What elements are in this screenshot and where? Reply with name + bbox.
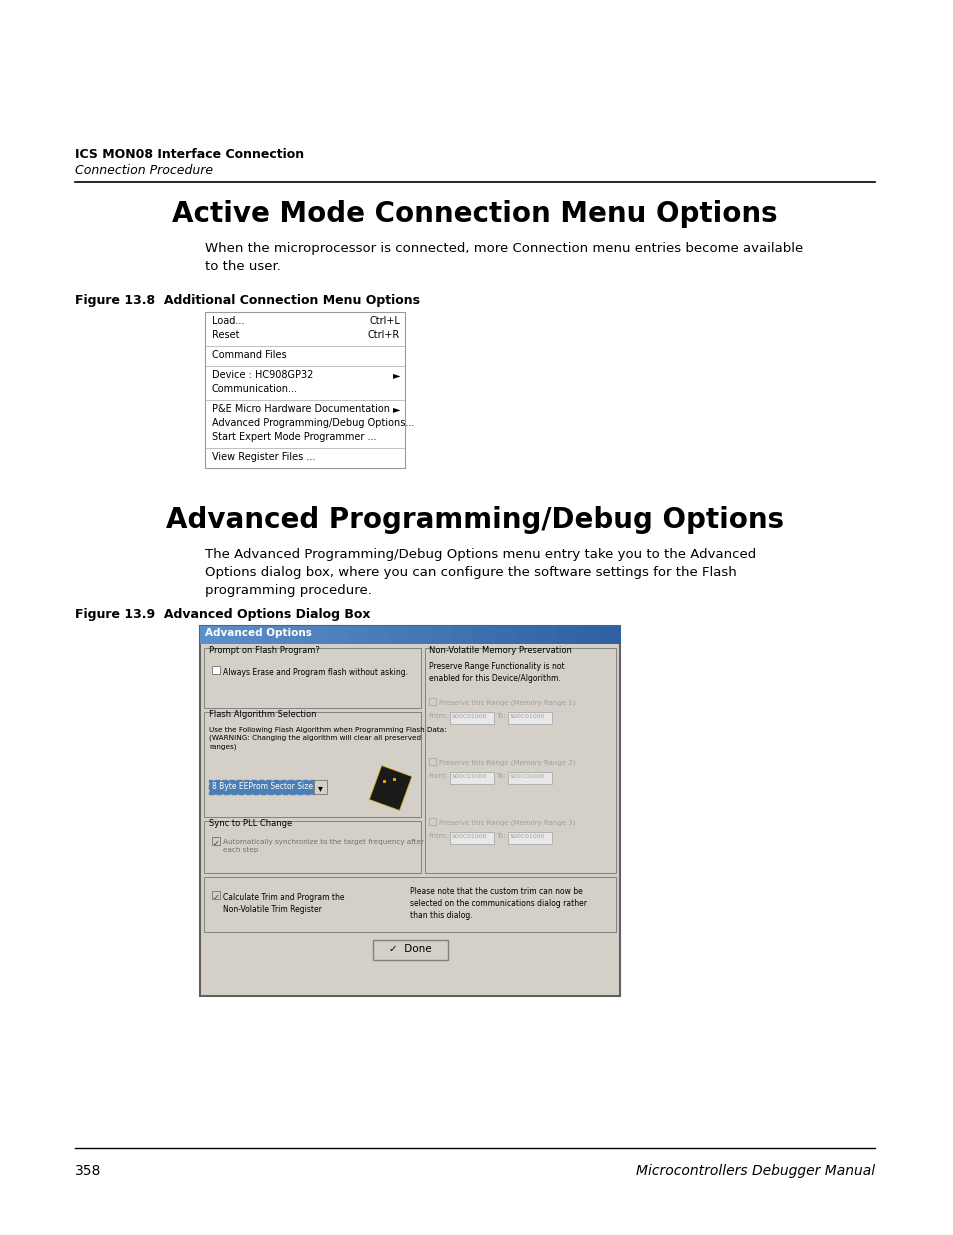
- Text: Start Expert Mode Programmer ...: Start Expert Mode Programmer ...: [212, 432, 376, 442]
- Bar: [204, 713, 420, 818]
- Text: Ctrl+L: Ctrl+L: [369, 316, 399, 326]
- Text: Preserve this Range (Memory Range 2): Preserve this Range (Memory Range 2): [438, 760, 575, 766]
- Text: 8 Byte EEProm Sector Size: 8 Byte EEProm Sector Size: [212, 782, 313, 790]
- Bar: [428, 818, 436, 825]
- Bar: [284, 626, 306, 643]
- Text: Load...: Load...: [212, 316, 244, 326]
- Text: To:: To:: [495, 832, 505, 839]
- Bar: [449, 772, 493, 784]
- Text: Preserve this Range (Memory Range 1): Preserve this Range (Memory Range 1): [438, 699, 575, 705]
- Text: Microcontrollers Debugger Manual: Microcontrollers Debugger Manual: [636, 1165, 874, 1178]
- Text: $00C01000: $00C01000: [509, 834, 544, 839]
- Bar: [204, 648, 420, 708]
- Text: Advanced Programming/Debug Options...: Advanced Programming/Debug Options...: [212, 417, 414, 429]
- Text: From:: From:: [428, 832, 448, 839]
- Bar: [212, 666, 220, 674]
- Bar: [598, 626, 620, 643]
- Text: Preserve Range Functionality is not
enabled for this Device/Algorithm.: Preserve Range Functionality is not enab…: [428, 662, 563, 683]
- Text: Always Erase and Program flash without asking.: Always Erase and Program flash without a…: [223, 668, 408, 677]
- Bar: [382, 781, 385, 783]
- Text: Communication...: Communication...: [212, 384, 297, 394]
- Text: Use the Following Flash Algorithm when Programming Flash Data:
(WARNING: Changin: Use the Following Flash Algorithm when P…: [209, 727, 446, 750]
- Text: ✓  Done: ✓ Done: [389, 944, 432, 953]
- Bar: [431, 626, 453, 643]
- Bar: [428, 758, 436, 764]
- Bar: [368, 626, 390, 643]
- Bar: [473, 626, 495, 643]
- Text: ►: ►: [392, 370, 399, 380]
- Text: $00C01000: $00C01000: [451, 774, 487, 779]
- Text: To:: To:: [495, 713, 505, 719]
- Bar: [410, 626, 432, 643]
- Text: Calculate Trim and Program the
Non-Volatile Trim Register: Calculate Trim and Program the Non-Volat…: [223, 893, 344, 914]
- Bar: [373, 940, 448, 960]
- Text: View Register Files ...: View Register Files ...: [212, 452, 315, 462]
- Text: Figure 13.9  Advanced Options Dialog Box: Figure 13.9 Advanced Options Dialog Box: [75, 608, 370, 621]
- Bar: [212, 890, 220, 899]
- Bar: [507, 832, 551, 844]
- Text: Prompt on Flash Program?: Prompt on Flash Program?: [209, 646, 319, 655]
- Text: Advanced Options: Advanced Options: [205, 629, 312, 638]
- Text: P&E Micro Hardware Documentation: P&E Micro Hardware Documentation: [212, 404, 390, 414]
- Text: Preserve this Range (Memory Range 3): Preserve this Range (Memory Range 3): [438, 819, 575, 825]
- Text: Flash Algorithm Selection: Flash Algorithm Selection: [209, 710, 316, 719]
- Bar: [449, 832, 493, 844]
- Text: From:: From:: [428, 713, 448, 719]
- Text: Device : HC908GP32: Device : HC908GP32: [212, 370, 313, 380]
- Bar: [369, 766, 412, 810]
- Text: Active Mode Connection Menu Options: Active Mode Connection Menu Options: [172, 200, 777, 228]
- Text: When the microprocessor is connected, more Connection menu entries become availa: When the microprocessor is connected, mo…: [205, 242, 802, 273]
- Text: 358: 358: [75, 1165, 101, 1178]
- Text: $00C01000: $00C01000: [451, 714, 487, 719]
- Bar: [494, 626, 516, 643]
- Bar: [389, 626, 411, 643]
- Bar: [424, 648, 616, 873]
- Text: $00C01000: $00C01000: [451, 834, 487, 839]
- Bar: [507, 713, 551, 724]
- Text: $00C01000: $00C01000: [509, 774, 544, 779]
- Text: Ctrl+R: Ctrl+R: [367, 330, 399, 340]
- Bar: [221, 626, 243, 643]
- Bar: [209, 781, 314, 794]
- Text: $00C01000: $00C01000: [509, 714, 544, 719]
- Bar: [204, 821, 420, 873]
- Bar: [305, 626, 327, 643]
- Bar: [449, 713, 493, 724]
- Bar: [212, 837, 220, 845]
- Bar: [314, 781, 327, 794]
- Text: The Advanced Programming/Debug Options menu entry take you to the Advanced
Optio: The Advanced Programming/Debug Options m…: [205, 548, 756, 597]
- Bar: [452, 626, 474, 643]
- Bar: [242, 626, 264, 643]
- Bar: [515, 626, 537, 643]
- Text: ICS MON08 Interface Connection: ICS MON08 Interface Connection: [75, 148, 304, 161]
- Bar: [428, 698, 436, 705]
- Text: ✓: ✓: [213, 893, 220, 902]
- Text: ▾: ▾: [317, 783, 322, 793]
- Bar: [393, 778, 395, 781]
- Bar: [200, 626, 619, 995]
- Text: From:: From:: [428, 773, 448, 779]
- Text: Sync to PLL Change: Sync to PLL Change: [209, 819, 292, 827]
- Text: Please note that the custom trim can now be
selected on the communications dialo: Please note that the custom trim can now…: [410, 887, 586, 920]
- Bar: [205, 312, 405, 468]
- Bar: [557, 626, 578, 643]
- Bar: [536, 626, 558, 643]
- Text: Automatically synchronize to the target frequency after
each step: Automatically synchronize to the target …: [223, 839, 423, 852]
- Bar: [204, 877, 616, 932]
- Bar: [200, 626, 222, 643]
- Bar: [326, 626, 348, 643]
- Text: To:: To:: [495, 773, 505, 779]
- Text: Reset: Reset: [212, 330, 239, 340]
- Text: Advanced Programming/Debug Options: Advanced Programming/Debug Options: [166, 506, 783, 534]
- Text: Command Files: Command Files: [212, 350, 286, 359]
- Text: ✓: ✓: [213, 839, 220, 848]
- Text: Non-Volatile Memory Preservation: Non-Volatile Memory Preservation: [428, 646, 571, 655]
- Bar: [263, 626, 285, 643]
- Text: Figure 13.8  Additional Connection Menu Options: Figure 13.8 Additional Connection Menu O…: [75, 294, 419, 308]
- Bar: [347, 626, 369, 643]
- Text: Connection Procedure: Connection Procedure: [75, 164, 213, 177]
- Bar: [507, 772, 551, 784]
- Bar: [578, 626, 599, 643]
- Text: ►: ►: [392, 404, 399, 414]
